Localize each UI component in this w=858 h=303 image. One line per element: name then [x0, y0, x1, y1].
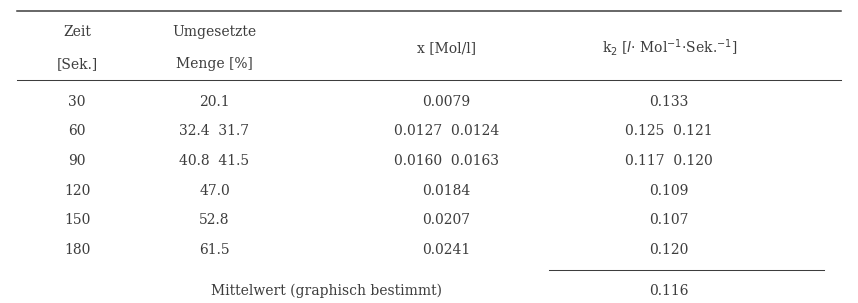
- Text: Mittelwert (graphisch bestimmt): Mittelwert (graphisch bestimmt): [210, 284, 442, 298]
- Text: 32.4  31.7: 32.4 31.7: [179, 124, 250, 138]
- Text: 180: 180: [64, 243, 90, 257]
- Text: 0.0184: 0.0184: [422, 184, 470, 198]
- Text: 0.107: 0.107: [650, 213, 689, 227]
- Text: 90: 90: [69, 154, 86, 168]
- Text: Zeit: Zeit: [63, 25, 91, 39]
- Text: 0.109: 0.109: [650, 184, 689, 198]
- Text: 0.116: 0.116: [650, 284, 689, 298]
- Text: 0.0241: 0.0241: [422, 243, 470, 257]
- Text: 20.1: 20.1: [199, 95, 230, 108]
- Text: 47.0: 47.0: [199, 184, 230, 198]
- Text: x [Mol/l]: x [Mol/l]: [417, 41, 475, 55]
- Text: Menge [%]: Menge [%]: [176, 57, 253, 71]
- Text: 0.0079: 0.0079: [422, 95, 470, 108]
- Text: 0.0160  0.0163: 0.0160 0.0163: [394, 154, 498, 168]
- Text: [Sek.]: [Sek.]: [57, 57, 98, 71]
- Text: 40.8  41.5: 40.8 41.5: [179, 154, 250, 168]
- Text: 0.120: 0.120: [650, 243, 689, 257]
- Text: 0.125  0.121: 0.125 0.121: [625, 124, 713, 138]
- Text: 0.0207: 0.0207: [422, 213, 470, 227]
- Text: 0.117  0.120: 0.117 0.120: [625, 154, 713, 168]
- Text: 52.8: 52.8: [199, 213, 230, 227]
- Text: 61.5: 61.5: [199, 243, 230, 257]
- Text: 0.0127  0.0124: 0.0127 0.0124: [394, 124, 498, 138]
- Text: 60: 60: [69, 124, 86, 138]
- Text: 0.133: 0.133: [650, 95, 689, 108]
- Text: 150: 150: [64, 213, 90, 227]
- Text: 30: 30: [69, 95, 86, 108]
- Text: 120: 120: [64, 184, 90, 198]
- Text: k$_2$ [$l$$\cdot$ Mol$^{-1}$$\cdot$Sek.$^{-1}$]: k$_2$ [$l$$\cdot$ Mol$^{-1}$$\cdot$Sek.$…: [601, 37, 737, 58]
- Text: Umgesetzte: Umgesetzte: [172, 25, 257, 39]
